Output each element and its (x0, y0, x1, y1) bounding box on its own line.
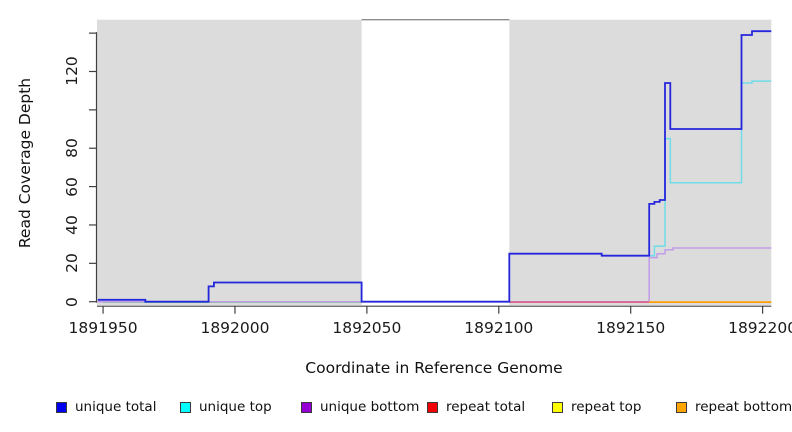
repeat-top-swatch-icon (552, 401, 563, 413)
legend-label: unique top (199, 399, 272, 415)
x-tick-label: 1892150 (596, 319, 666, 337)
x-tick-label: 1892200 (728, 319, 792, 337)
shaded-region (97, 19, 362, 305)
legend-item-unique-bottom: unique bottom (301, 399, 419, 415)
y-tick-label: 20 (63, 253, 81, 274)
x-tick-label: 1892100 (464, 319, 534, 337)
y-tick-label: 0 (63, 296, 81, 307)
y-tick-label: 40 (63, 215, 81, 235)
legend-label: repeat bottom (695, 399, 792, 415)
x-tick-label: 1892050 (332, 319, 402, 337)
series-line-unique-bottom (97, 247, 772, 303)
series-line-unique-total (97, 30, 772, 303)
legend-label: unique total (75, 399, 157, 415)
legend-item-repeat-top: repeat top (552, 399, 641, 415)
unique-top-swatch-icon (180, 401, 191, 413)
unique-total-swatch-icon (56, 401, 67, 413)
legend-item-unique-top: unique top (180, 399, 272, 415)
x-axis-title: Coordinate in Reference Genome (305, 359, 563, 377)
legend-item-repeat-total: repeat total (427, 399, 525, 415)
y-tick-label: 60 (63, 176, 81, 197)
legend-label: unique bottom (320, 399, 420, 415)
y-tick-label: 120 (63, 56, 81, 87)
legend-label: repeat total (446, 399, 526, 415)
repeat-total-swatch-icon (427, 401, 438, 413)
shaded-region (509, 19, 772, 305)
y-tick-label: 80 (63, 138, 81, 159)
legend-label: repeat top (571, 399, 642, 415)
legend: unique total unique top unique bottom re… (0, 399, 792, 423)
legend-item-repeat-bottom: repeat bottom (676, 399, 792, 415)
x-tick-label: 1892000 (200, 319, 270, 337)
unique-bottom-swatch-icon (301, 401, 312, 413)
legend-item-unique-total: unique total (56, 399, 156, 415)
x-tick-label: 1891950 (68, 319, 138, 337)
y-axis-title: Read Coverage Depth (16, 77, 34, 249)
repeat-bottom-swatch-icon (676, 401, 687, 413)
